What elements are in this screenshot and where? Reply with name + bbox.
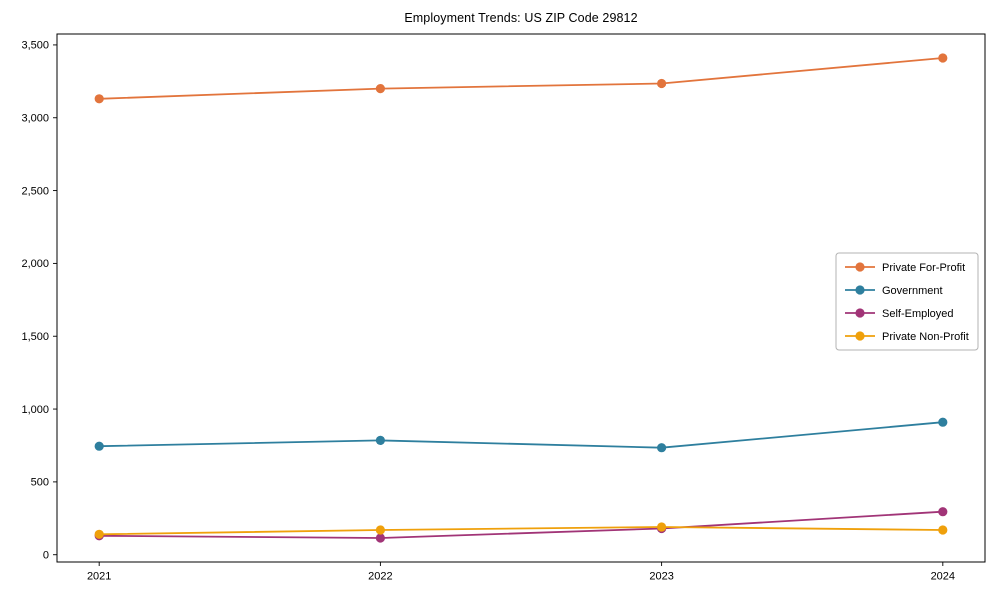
legend-label: Self-Employed — [882, 308, 954, 320]
x-axis-tick-label: 2024 — [931, 571, 955, 583]
data-point-marker-private-non-profit — [938, 525, 948, 535]
series-line-private-non-profit — [98, 526, 944, 536]
data-point-marker-government — [94, 441, 104, 451]
data-point-marker-private-non-profit — [94, 529, 104, 539]
legend-label: Private Non-Profit — [882, 331, 969, 343]
legend-label: Private For-Profit — [882, 262, 965, 274]
legend-label: Government — [882, 285, 943, 297]
y-axis-tick-label: 3,000 — [21, 113, 49, 125]
data-point-marker-self-employed — [938, 507, 948, 517]
legend-item-government: Government — [845, 285, 943, 297]
data-point-marker-private-for-profit — [938, 53, 948, 63]
y-axis-tick-label: 0 — [43, 550, 49, 562]
x-axis-tick-label: 2023 — [649, 571, 673, 583]
data-point-marker-government — [657, 443, 667, 453]
y-axis-tick-label: 2,500 — [21, 185, 49, 197]
legend-item-self-employed: Self-Employed — [845, 308, 954, 320]
y-axis-tick-label: 1,000 — [21, 404, 49, 416]
data-point-marker-private-for-profit — [375, 84, 385, 94]
data-point-marker-government — [375, 435, 385, 445]
series-line-self-employed — [98, 510, 944, 539]
legend-marker-dot — [855, 262, 865, 272]
y-axis-tick-label: 1,500 — [21, 331, 49, 343]
data-point-marker-self-employed — [375, 533, 385, 543]
chart-title: Employment Trends: US ZIP Code 29812 — [404, 11, 638, 25]
legend-marker-dot — [855, 285, 865, 295]
data-point-marker-private-non-profit — [657, 522, 667, 532]
legend-item-private-non-profit: Private Non-Profit — [845, 331, 969, 343]
plot-border — [56, 33, 986, 563]
y-axis-tick-label: 500 — [31, 477, 49, 489]
legend-box — [835, 252, 979, 351]
data-point-marker-private-for-profit — [657, 78, 667, 89]
y-axis-tick-label: 3,500 — [21, 40, 49, 52]
x-axis-tick-label: 2021 — [87, 571, 111, 583]
data-point-marker-private-for-profit — [94, 94, 104, 104]
series-line-private-for-profit — [98, 57, 944, 100]
legend-marker-dot — [855, 308, 865, 318]
data-point-marker-government — [938, 417, 948, 427]
series-line-government — [98, 421, 944, 449]
y-axis-tick-label: 2,000 — [21, 258, 49, 270]
data-point-marker-private-non-profit — [375, 525, 385, 535]
x-axis-tick-label: 2022 — [368, 571, 392, 583]
legend-marker-dot — [855, 331, 865, 341]
legend-item-private-for-profit: Private For-Profit — [845, 262, 965, 274]
legend: Private For-Profit Government Self-Employe… — [835, 252, 979, 351]
